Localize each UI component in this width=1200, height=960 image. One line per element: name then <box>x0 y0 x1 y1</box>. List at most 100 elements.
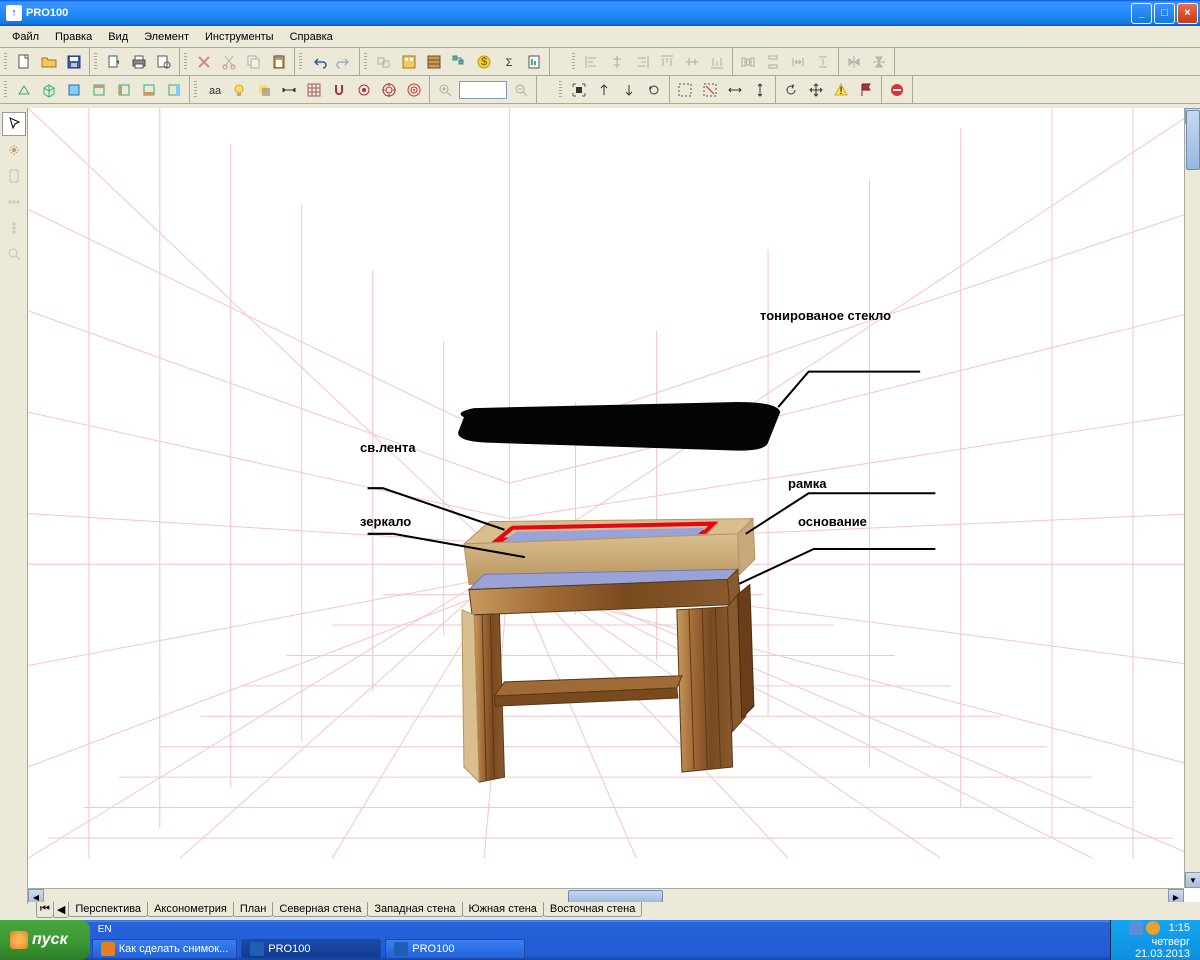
system-tray[interactable]: 1:15 четверг 21.03.2013 <box>1110 920 1200 960</box>
vertical-scrollbar[interactable]: ▲ ▼ <box>1184 108 1200 888</box>
rotate-view-icon[interactable] <box>643 79 665 101</box>
center-icon[interactable] <box>568 79 590 101</box>
report-icon[interactable] <box>523 51 545 73</box>
pointer-icon[interactable] <box>2 112 26 136</box>
menu-file[interactable]: Файл <box>4 29 47 45</box>
tab-axonometry[interactable]: Аксонометрия <box>147 902 234 917</box>
language-indicator[interactable]: EN <box>98 924 112 935</box>
tab-west[interactable]: Западная стена <box>367 902 462 917</box>
flip-h-icon[interactable] <box>843 51 865 73</box>
structure-icon[interactable] <box>448 51 470 73</box>
zoom-in-icon[interactable] <box>434 79 456 101</box>
light-tool-icon[interactable] <box>2 138 26 162</box>
align-right-icon[interactable] <box>631 51 653 73</box>
materials-icon[interactable] <box>423 51 445 73</box>
menu-element[interactable]: Элемент <box>136 29 197 45</box>
shadow-icon[interactable] <box>253 79 275 101</box>
dimensions-icon[interactable] <box>278 79 300 101</box>
library-icon[interactable] <box>398 51 420 73</box>
align-left-icon[interactable] <box>581 51 603 73</box>
tab-perspective[interactable]: Перспектива <box>68 902 148 917</box>
target3-icon[interactable] <box>403 79 425 101</box>
tray-icon-1[interactable] <box>1129 921 1143 935</box>
close-button[interactable]: × <box>1177 3 1198 24</box>
label-font-icon[interactable]: aa <box>203 79 225 101</box>
cut-icon[interactable] <box>218 51 240 73</box>
measure-tool-icon[interactable] <box>2 190 26 214</box>
taskbar-item[interactable]: PRO100 <box>385 939 525 959</box>
move-y-icon[interactable] <box>749 79 771 101</box>
print-icon[interactable] <box>128 51 150 73</box>
zoom-input[interactable] <box>459 81 507 99</box>
light-icon[interactable] <box>228 79 250 101</box>
move-xy-icon[interactable] <box>805 79 827 101</box>
spacing-v-icon[interactable] <box>812 51 834 73</box>
tab-nav-prev[interactable]: ◀ <box>53 902 69 918</box>
minimize-button[interactable]: _ <box>1131 3 1152 24</box>
price-icon[interactable]: $ <box>473 51 495 73</box>
save-icon[interactable] <box>63 51 85 73</box>
view-east-icon[interactable] <box>163 79 185 101</box>
distribute-v-icon[interactable] <box>762 51 784 73</box>
sel-all-icon[interactable] <box>674 79 696 101</box>
menu-view[interactable]: Вид <box>100 29 136 45</box>
align-middle-icon[interactable] <box>681 51 703 73</box>
tab-east[interactable]: Восточная стена <box>543 902 642 917</box>
viewport-3d[interactable] <box>28 108 1200 872</box>
zoom-out-icon[interactable] <box>510 79 532 101</box>
align-bottom-icon[interactable] <box>706 51 728 73</box>
print-preview-icon[interactable] <box>153 51 175 73</box>
view-axon-icon[interactable] <box>38 79 60 101</box>
menu-edit[interactable]: Правка <box>47 29 100 45</box>
menu-help[interactable]: Справка <box>282 29 341 45</box>
tray-icon-2[interactable] <box>1146 921 1160 935</box>
copy-icon[interactable] <box>243 51 265 73</box>
tab-plan[interactable]: План <box>233 902 274 917</box>
move-x-icon[interactable] <box>724 79 746 101</box>
move-down-icon[interactable] <box>618 79 640 101</box>
redo-icon[interactable] <box>333 51 355 73</box>
no-entry-icon[interactable] <box>886 79 908 101</box>
spacing-h-icon[interactable] <box>787 51 809 73</box>
target2-icon[interactable] <box>378 79 400 101</box>
label-base: основание <box>798 514 867 529</box>
open-icon[interactable] <box>38 51 60 73</box>
taskbar-item[interactable]: PRO100 <box>241 939 381 959</box>
export-icon[interactable] <box>103 51 125 73</box>
sum-icon[interactable]: Σ <box>498 51 520 73</box>
zoom-tool-icon[interactable] <box>2 242 26 266</box>
move-up-icon[interactable] <box>593 79 615 101</box>
tab-south[interactable]: Южная стена <box>462 902 544 917</box>
align-top-icon[interactable] <box>656 51 678 73</box>
measure2-tool-icon[interactable] <box>2 216 26 240</box>
view-north-icon[interactable] <box>88 79 110 101</box>
rotate-cw-icon[interactable] <box>780 79 802 101</box>
sel-none-icon[interactable] <box>699 79 721 101</box>
menu-tools[interactable]: Инструменты <box>197 29 282 45</box>
undo-icon[interactable] <box>308 51 330 73</box>
grid-icon[interactable] <box>303 79 325 101</box>
distribute-h-icon[interactable] <box>737 51 759 73</box>
panel-tool-icon[interactable] <box>2 164 26 188</box>
view-plan-icon[interactable] <box>63 79 85 101</box>
view-persp-icon[interactable] <box>13 79 35 101</box>
warning-icon[interactable]: ! <box>830 79 852 101</box>
tab-north[interactable]: Северная стена <box>272 902 368 917</box>
tab-nav-first[interactable]: ⏮ <box>36 902 54 918</box>
left-toolbar <box>0 108 28 904</box>
new-icon[interactable] <box>13 51 35 73</box>
target1-icon[interactable] <box>353 79 375 101</box>
align-center-h-icon[interactable] <box>606 51 628 73</box>
view-south-icon[interactable] <box>138 79 160 101</box>
maximize-button[interactable]: □ <box>1154 3 1175 24</box>
taskbar-item[interactable]: Как сделать снимок... <box>92 939 238 959</box>
view-west-icon[interactable] <box>113 79 135 101</box>
delete-icon[interactable] <box>193 51 215 73</box>
snap-icon[interactable] <box>328 79 350 101</box>
flag-icon[interactable] <box>855 79 877 101</box>
paste-icon[interactable] <box>268 51 290 73</box>
flip-v-icon[interactable] <box>868 51 890 73</box>
group-icon[interactable] <box>373 51 395 73</box>
label-tape: св.лента <box>360 440 416 455</box>
start-button[interactable]: пуск <box>0 920 90 960</box>
